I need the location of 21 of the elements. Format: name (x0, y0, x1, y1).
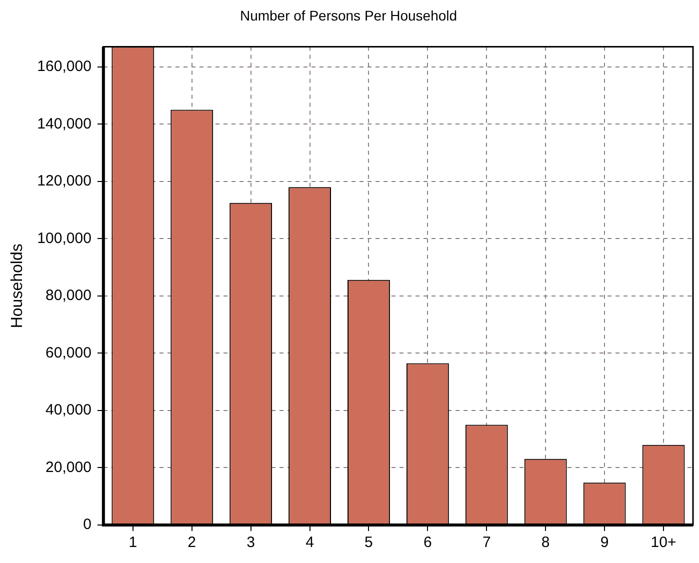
y-tick-label: 20,000 (46, 458, 92, 476)
y-tick-label: 40,000 (46, 402, 92, 419)
x-tick-label: 5 (364, 534, 373, 552)
x-tick-label: 8 (541, 534, 550, 552)
x-tick-label: 6 (424, 534, 432, 552)
x-tick-label: 4 (306, 534, 314, 552)
x-tick-label: 10+ (650, 534, 676, 552)
chart-title: Number of Persons Per Household (240, 7, 458, 24)
y-tick-label: 120,000 (37, 172, 92, 190)
y-tick-label: 0 (83, 516, 92, 534)
y-tick-label: 80,000 (46, 287, 92, 304)
y-tick-label: 160,000 (37, 58, 92, 75)
y-axis-title: Households (9, 244, 26, 328)
x-tick-label: 9 (600, 534, 609, 552)
y-tick-label: 60,000 (46, 344, 92, 362)
y-tick-label: 140,000 (37, 115, 92, 132)
x-tick-label: 7 (482, 534, 491, 552)
x-tick-label: 1 (128, 534, 138, 552)
x-tick-label: 2 (188, 534, 196, 552)
x-tick-label: 3 (246, 534, 255, 552)
y-tick-label: 100,000 (37, 230, 92, 247)
